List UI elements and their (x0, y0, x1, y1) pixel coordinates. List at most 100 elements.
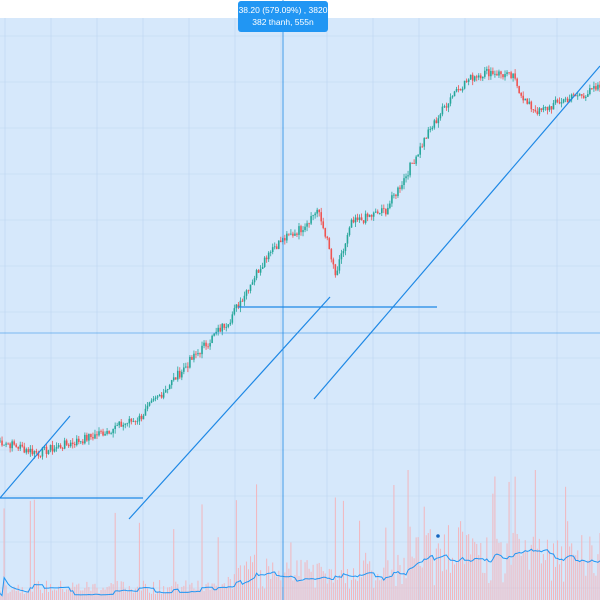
trendline-2[interactable] (128, 296, 331, 520)
candle-body (29, 448, 32, 453)
volume-bar (231, 588, 233, 600)
candle-body (413, 163, 415, 164)
volume-bar (37, 581, 39, 600)
candle-body (391, 195, 393, 204)
candle-body (548, 106, 551, 111)
volume-bar (272, 562, 274, 600)
volume-bar (205, 584, 207, 600)
volume-bar (262, 586, 264, 600)
volume-bar (571, 543, 573, 600)
candle-body (556, 99, 559, 102)
candle-body (534, 109, 537, 112)
candle-body (510, 72, 512, 79)
volume-bar (482, 572, 484, 600)
candle-body (195, 353, 197, 355)
candle-body (443, 106, 446, 108)
volume-bar (94, 583, 96, 600)
volume-bar (112, 584, 114, 600)
volume-bar (239, 565, 241, 600)
volume-bar (452, 557, 453, 600)
volume-bar (270, 578, 272, 600)
volume-bar (569, 546, 571, 600)
volume-bar (157, 591, 159, 600)
candle-body (122, 424, 125, 427)
candle-body (310, 216, 312, 224)
candle-body (128, 418, 131, 424)
candle-body (142, 415, 145, 420)
candle-body (49, 445, 52, 451)
candle-body (330, 249, 333, 260)
candle-body (451, 96, 454, 98)
candle-body (88, 434, 90, 441)
volume-bar (530, 544, 532, 600)
candle-body (595, 86, 597, 90)
trendline-3[interactable] (313, 65, 600, 400)
volume-bar (427, 533, 429, 600)
volume-bar (217, 537, 219, 600)
volume-bar (288, 568, 290, 600)
candle-body (318, 209, 320, 213)
trendline-1[interactable] (0, 415, 71, 499)
volume-bar (312, 564, 314, 600)
candle-body (223, 323, 226, 328)
candle-body (211, 335, 213, 344)
candle-body (33, 451, 36, 455)
candle-body (463, 80, 466, 89)
candle-body (233, 308, 236, 315)
drawing-tools[interactable] (0, 65, 600, 520)
volume-bar (413, 558, 415, 600)
candle-body (39, 455, 42, 457)
volume-bar (15, 590, 17, 600)
volume-bar (371, 570, 373, 600)
candle-body (160, 394, 163, 398)
candle-body (148, 402, 151, 406)
volume-bar (151, 593, 153, 600)
candle-body (209, 343, 211, 347)
candle-body (376, 211, 379, 214)
volume-bar (585, 575, 587, 600)
candle-body (78, 438, 80, 443)
volume-bar (520, 555, 522, 600)
volume-bar (286, 562, 288, 600)
volume-bar (443, 534, 445, 600)
candle-body (229, 322, 232, 325)
candle-body (273, 246, 276, 248)
volume-bar (324, 573, 326, 600)
candle-body (358, 217, 361, 220)
volume-bar (415, 537, 417, 600)
candle-body (75, 438, 78, 446)
volume-bar (258, 588, 260, 600)
volume-bar (548, 550, 550, 600)
candle-body (532, 109, 535, 111)
candle-body (116, 425, 118, 427)
candle-body (469, 74, 472, 80)
volume-bar (23, 593, 25, 600)
volume-bar (583, 560, 585, 600)
candle-body (213, 333, 215, 336)
volume-bar (591, 545, 593, 600)
candle-body (564, 98, 567, 100)
candle-body (461, 88, 464, 91)
volume-bar (62, 589, 64, 600)
volume-bar (522, 552, 524, 600)
volume-bar (441, 571, 443, 600)
candle-body (126, 423, 129, 425)
candle-body (243, 295, 246, 302)
candle-body (326, 236, 329, 239)
candle-body (73, 444, 76, 446)
volume-bar (344, 583, 346, 600)
candle-body (259, 268, 262, 273)
volume-bar (209, 589, 211, 600)
volume-bar (326, 583, 328, 600)
candle-body (304, 226, 306, 231)
volume-bar (504, 573, 506, 600)
volume-bar (597, 554, 599, 600)
candle-body (187, 366, 189, 368)
candle-body (45, 446, 48, 454)
candle-body (417, 154, 419, 157)
volume-bar (435, 548, 437, 600)
candle-body (324, 228, 327, 237)
volume-bar (439, 548, 441, 600)
